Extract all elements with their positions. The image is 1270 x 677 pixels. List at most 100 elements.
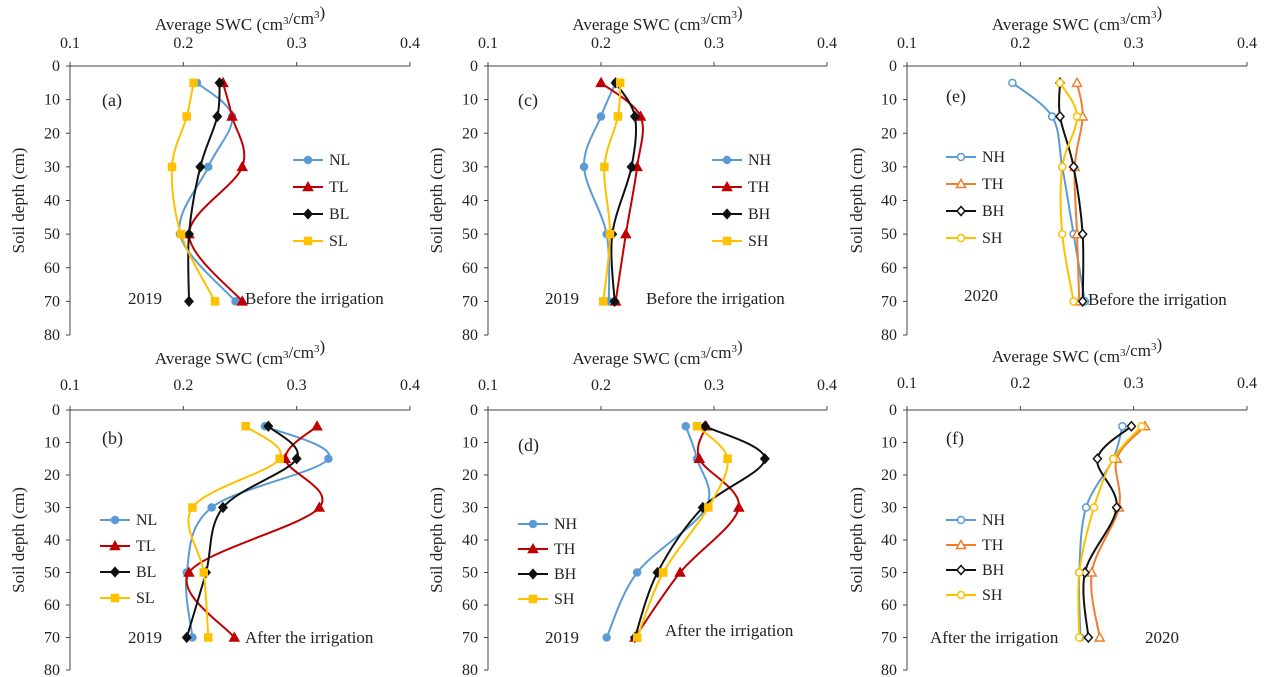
data-point-th [693, 452, 706, 463]
y-tick-label: 60 [462, 597, 478, 614]
legend-label-bl: BL [136, 564, 156, 581]
y-tick-label: 70 [881, 293, 897, 310]
x-tick-label: 0.4 [817, 35, 837, 52]
data-point-bl [263, 420, 274, 432]
x-tick-label: 0.3 [1124, 375, 1144, 392]
panel-c: 0.1 0.2 0.3 0.4 0 10 20 30 40 50 60 70 80 Average SWC… [427, 3, 837, 344]
data-point-bh [626, 161, 637, 173]
y-tick-label: 50 [881, 226, 897, 243]
y-tick-label: 20 [462, 467, 478, 484]
data-point-nh [1008, 78, 1017, 88]
panel-note: After the irrigation [930, 628, 1059, 647]
y-tick-label: 70 [44, 293, 60, 310]
y-tick-label: 40 [462, 532, 478, 549]
panel-note: After the irrigation [245, 628, 374, 647]
data-point-sh [1058, 229, 1067, 239]
x-tick-label: 0.4 [400, 377, 420, 394]
panel-f: 0.1 0.2 0.3 0.4 0 10 20 30 40 50 60 70 80 Average SWC… [847, 335, 1257, 677]
panel-note: Before the irrigation [1088, 290, 1227, 309]
y-tick-label: 50 [462, 226, 478, 243]
data-point-tl [226, 110, 238, 121]
data-point-sl [275, 454, 284, 463]
panel-note: 2019 [545, 289, 579, 308]
y-tick-label: 80 [44, 662, 60, 677]
data-point-nh [681, 422, 690, 431]
x-tick-label: 0.2 [591, 377, 611, 394]
data-point-bl [183, 228, 195, 240]
legend-marker-sh [722, 236, 732, 246]
data-point-sl [241, 422, 250, 431]
legend-marker-nl [303, 155, 313, 165]
legend-label-nh: NH [982, 149, 1006, 166]
legend-marker-nh [528, 519, 538, 529]
series-line-tl [187, 82, 246, 303]
y-tick-label: 80 [881, 662, 897, 677]
data-point-bl [183, 295, 195, 308]
x-tick-label: 0.4 [400, 35, 420, 52]
y-tick-label: 80 [44, 327, 60, 344]
x-tick-label: 0.3 [704, 377, 724, 394]
panel-e: 0.1 0.2 0.3 0.4 0 10 20 30 40 50 60 70 80 Average SWC… [847, 3, 1257, 344]
data-point-bh [1077, 228, 1088, 240]
panel-note: Before the irrigation [245, 289, 384, 308]
y-tick-label: 0 [889, 58, 897, 75]
data-point-bl [212, 110, 223, 123]
panel-note: Before the irrigation [646, 289, 785, 308]
data-point-nh [602, 633, 611, 642]
y-tick-label: 10 [462, 435, 478, 452]
y-tick-label: 50 [44, 565, 60, 582]
y-tick-label: 40 [44, 532, 60, 549]
y-tick-label: 60 [44, 260, 60, 277]
data-point-bh [699, 420, 710, 432]
y-tick-label: 20 [881, 467, 897, 484]
legend-marker-sh [956, 233, 966, 243]
y-tick-label: 60 [462, 260, 478, 277]
data-point-bh [1083, 631, 1094, 644]
x-tick-label: 0.2 [173, 377, 193, 394]
data-point-nl [204, 162, 213, 172]
panel-d: 0.1 0.2 0.3 0.4 0 10 20 30 40 50 60 70 80 Average SWC… [427, 337, 837, 677]
y-tick-label: 20 [881, 125, 897, 142]
y-tick-label: 60 [881, 260, 897, 277]
y-tick-label: 0 [470, 402, 478, 419]
data-point-sh [605, 229, 615, 239]
y-tick-label: 30 [881, 159, 897, 176]
legend-label-nh: NH [982, 512, 1006, 529]
panel-label: (f) [946, 428, 964, 449]
data-point-bh [1068, 161, 1079, 173]
data-point-tl [311, 420, 323, 431]
legend-marker-bh [721, 208, 733, 220]
legend-label-bh: BH [748, 206, 771, 223]
x-tick-label: 0.2 [173, 35, 193, 52]
data-point-sl [176, 229, 186, 239]
legend-label-sl: SL [136, 590, 155, 607]
y-tick-label: 80 [462, 662, 478, 677]
y-axis-title: Soil depth (cm) [847, 487, 866, 593]
data-point-nh [1118, 422, 1127, 431]
legend-marker-tl [302, 180, 314, 192]
data-point-th [733, 501, 745, 512]
series-line-bh [1082, 425, 1133, 638]
y-tick-label: 20 [44, 125, 60, 142]
y-tick-label: 80 [462, 327, 478, 344]
data-point-sh [704, 503, 713, 512]
x-axis-title: Average SWC (cm3/cm3) [992, 3, 1162, 34]
data-point-bh [609, 295, 620, 308]
data-point-bl [214, 77, 225, 89]
data-point-sh [632, 633, 642, 642]
legend-label-sl: SL [329, 233, 348, 250]
data-point-sh [615, 78, 625, 88]
legend-label-sh: SH [748, 233, 769, 250]
data-point-th [1093, 631, 1106, 642]
legend-label-tl: TL [329, 179, 349, 196]
x-axis-title: Average SWC (cm3/cm3) [572, 3, 742, 34]
legend-label-th: TH [982, 537, 1004, 554]
y-tick-label: 10 [44, 435, 60, 452]
data-point-sl [167, 162, 177, 172]
legend-label-sh: SH [982, 587, 1003, 604]
panel-b: 0.1 0.2 0.3 0.4 0 10 20 30 40 50 60 70 80 Average SWC… [9, 337, 420, 677]
y-tick-label: 40 [462, 193, 478, 210]
data-point-sh [692, 422, 702, 431]
x-tick-label: 0.4 [1237, 35, 1257, 52]
x-tick-label: 0.2 [1010, 375, 1030, 392]
